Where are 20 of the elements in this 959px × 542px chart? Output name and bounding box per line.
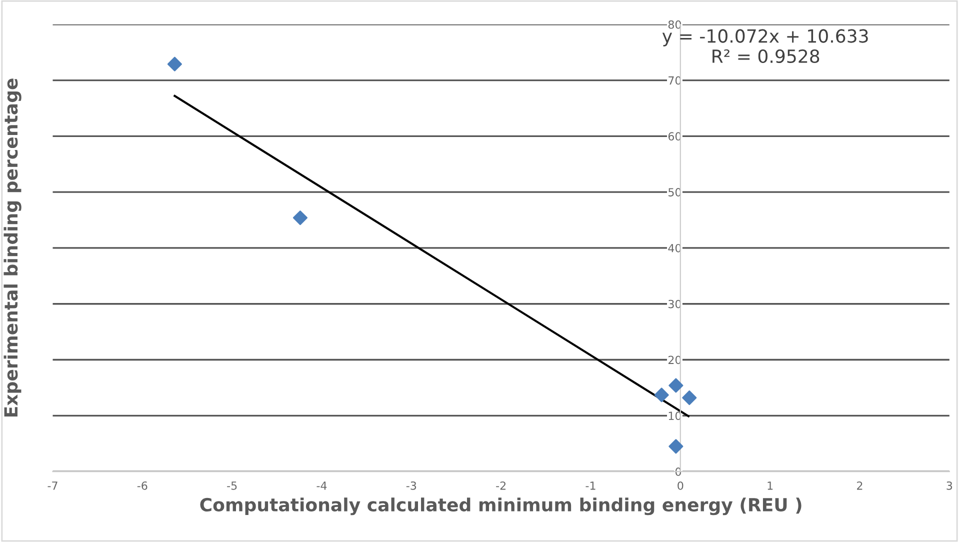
y-tick-label: 80 <box>668 20 682 29</box>
x-tick-label: 1 <box>768 482 773 490</box>
point <box>682 390 697 406</box>
x-tick-label: -3 <box>406 481 416 490</box>
x-tick-label: 3 <box>946 481 952 490</box>
y-axis-title: Experimental binding percentage <box>4 78 22 417</box>
x-tick-label: -4 <box>316 482 327 490</box>
point <box>654 388 669 402</box>
x-axis-title: Computationaly calculated minimum binding energy (REU ) <box>200 498 802 516</box>
x-tick-label: -7 <box>48 482 58 490</box>
annotation: y = -10.072x + 10.633 R² = 0.9528 <box>662 29 868 64</box>
point <box>668 378 684 393</box>
point <box>292 210 308 226</box>
x-tick-label: -1 <box>586 482 596 490</box>
x-tick-label: 2 <box>857 481 862 490</box>
x-tick-label: -2 <box>496 481 506 490</box>
x-tick-label: -5 <box>227 482 237 490</box>
point <box>167 56 182 72</box>
point <box>668 439 684 454</box>
x-tick-label: -6 <box>137 481 148 490</box>
